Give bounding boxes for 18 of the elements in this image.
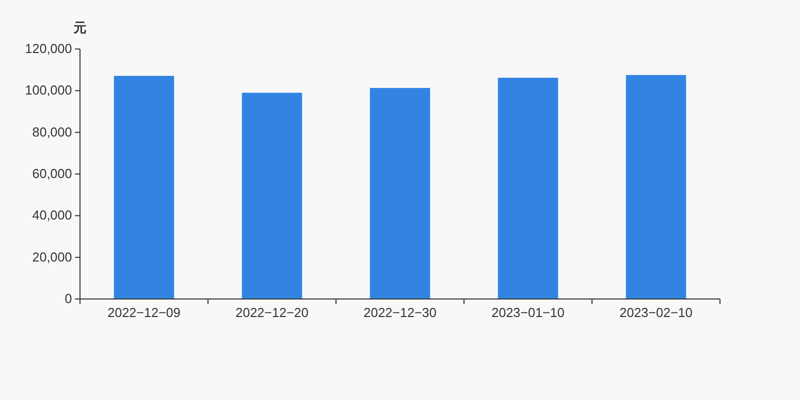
- x-tick-label: 2023−01−10: [491, 305, 565, 320]
- y-tick-label: 20,000: [32, 249, 72, 264]
- bar: [626, 75, 686, 299]
- y-tick-label: 40,000: [32, 208, 72, 223]
- x-tick-label: 2022−12−30: [363, 305, 437, 320]
- y-tick-label: 0: [64, 291, 72, 306]
- y-tick-label: 60,000: [32, 166, 72, 181]
- y-tick-label: 120,000: [25, 41, 72, 56]
- x-tick-label: 2023−02−10: [619, 305, 693, 320]
- bar: [370, 88, 430, 299]
- bar: [114, 76, 174, 299]
- y-tick-label: 80,000: [32, 124, 72, 140]
- x-tick-label: 2022−12−20: [235, 305, 309, 320]
- x-tick-label: 2022−12−09: [107, 305, 181, 320]
- y-tick-label: 100,000: [25, 82, 72, 98]
- y-axis-title: 元: [72, 20, 86, 35]
- bar: [242, 92, 302, 299]
- bar: [498, 78, 558, 299]
